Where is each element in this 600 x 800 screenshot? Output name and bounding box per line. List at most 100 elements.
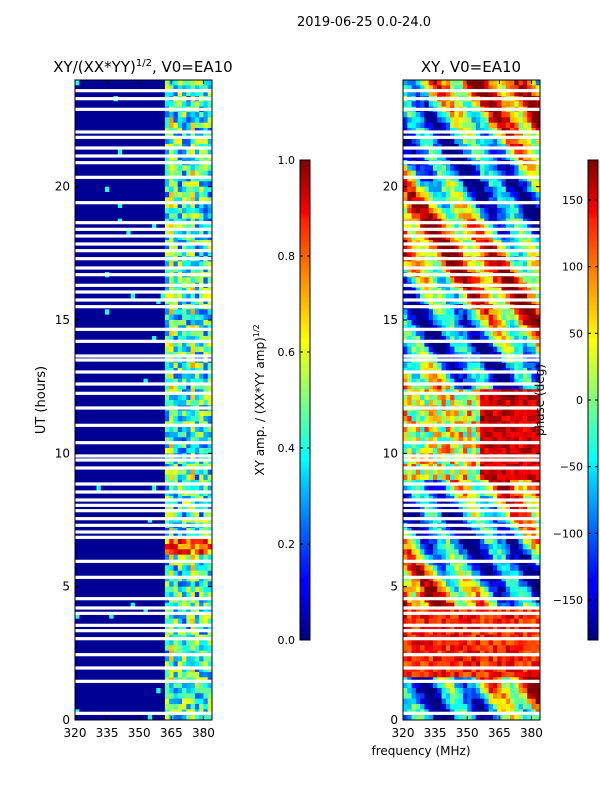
heatmap-cell — [169, 613, 175, 620]
heatmap-cell — [190, 629, 196, 636]
heatmap-cell — [87, 693, 93, 700]
heatmap-cell — [437, 197, 443, 204]
heatmap-cell — [190, 624, 196, 630]
heatmap-cell — [100, 122, 106, 129]
heatmap-cell — [130, 90, 136, 97]
heatmap-cell — [156, 517, 162, 524]
heatmap-cell — [186, 394, 192, 401]
heatmap-cell — [79, 330, 85, 337]
heatmap-cell — [109, 682, 115, 689]
heatmap-cell — [126, 101, 132, 108]
heatmap-cell — [407, 154, 413, 161]
heatmap-cell — [104, 336, 110, 342]
heatmap-cell — [147, 309, 153, 316]
heatmap-cell — [445, 234, 451, 241]
heatmap-cell — [104, 682, 110, 689]
heatmap-cell — [122, 192, 127, 198]
heatmap-cell — [152, 224, 157, 230]
heatmap-cell — [497, 90, 503, 97]
heatmap-cell — [92, 448, 98, 454]
heatmap-cell — [117, 330, 123, 337]
heatmap-cell — [190, 592, 196, 598]
heatmap-cell — [139, 138, 145, 145]
heatmap-cell — [134, 512, 140, 518]
heatmap-cell — [462, 176, 468, 182]
heatmap-cell — [79, 224, 85, 230]
heatmap-cell — [445, 224, 451, 230]
heatmap-cell — [415, 85, 421, 92]
heatmap-cell — [147, 538, 153, 545]
flagged-gap — [75, 517, 212, 521]
heatmap-cell — [203, 656, 209, 662]
heatmap-cell — [126, 85, 132, 92]
heatmap-cell — [92, 122, 98, 129]
flagged-gap — [75, 441, 212, 445]
heatmap-cell — [199, 565, 205, 572]
heatmap-cell — [531, 165, 537, 172]
heatmap-cell — [190, 373, 196, 380]
heatmap-cell — [156, 485, 162, 492]
heatmap-cell — [454, 101, 460, 108]
heatmap-cell — [75, 373, 80, 380]
heatmap-cell — [96, 538, 102, 545]
heatmap-cell — [164, 192, 170, 198]
heatmap-cell — [147, 704, 153, 710]
heatmap-cell — [122, 149, 127, 156]
heatmap-cell — [152, 250, 157, 257]
heatmap-cell — [156, 640, 162, 646]
heatmap-cell — [96, 586, 102, 593]
heatmap-cell — [156, 181, 162, 188]
heatmap-cell — [177, 330, 183, 337]
heatmap-cell — [164, 101, 170, 108]
heatmap-cell — [100, 698, 106, 705]
heatmap-cell — [194, 266, 200, 273]
heatmap-cell — [475, 176, 481, 182]
heatmap-cell — [169, 400, 175, 406]
heatmap-cell — [407, 245, 413, 252]
heatmap-cell — [203, 362, 209, 369]
heatmap-cell — [186, 90, 192, 97]
heatmap-cell — [92, 704, 98, 710]
heatmap-cell — [143, 442, 149, 449]
heatmap-cell — [531, 90, 537, 97]
heatmap-cell — [514, 165, 520, 172]
heatmap-cell — [458, 154, 464, 161]
heatmap-cell — [143, 560, 149, 566]
heatmap-cell — [92, 592, 98, 598]
heatmap-cell — [79, 618, 85, 625]
heatmap-cell — [104, 400, 110, 406]
heatmap-cell — [130, 101, 136, 108]
heatmap-cell — [186, 682, 192, 689]
heatmap-cell — [203, 602, 209, 609]
heatmap-cell — [173, 613, 179, 620]
heatmap-cell — [203, 704, 209, 710]
heatmap-cell — [147, 213, 153, 220]
heatmap-cell — [497, 245, 503, 252]
heatmap-cell — [96, 618, 102, 625]
heatmap-cell — [203, 672, 209, 678]
heatmap-cell — [152, 549, 157, 556]
heatmap-cell — [169, 629, 175, 636]
heatmap-cell — [147, 661, 153, 668]
heatmap-cell — [109, 698, 115, 705]
heatmap-cell — [156, 336, 162, 342]
heatmap-cell — [130, 640, 136, 646]
heatmap-cell — [104, 346, 110, 353]
heatmap-cell — [75, 538, 80, 545]
heatmap-cell — [152, 117, 157, 124]
heatmap-cell — [527, 229, 533, 236]
heatmap-cell — [96, 576, 102, 582]
heatmap-cell — [134, 698, 140, 705]
heatmap-cell — [83, 362, 89, 369]
heatmap-cell — [182, 250, 187, 257]
heatmap-cell — [104, 154, 110, 161]
heatmap-cell — [194, 346, 200, 353]
heatmap-cell — [488, 122, 494, 129]
heatmap-cell — [199, 490, 205, 497]
heatmap-cell — [518, 149, 524, 156]
heatmap-cell — [454, 229, 460, 236]
heatmap-cell — [445, 197, 451, 204]
heatmap-cell — [87, 394, 93, 401]
heatmap-cell — [117, 629, 123, 636]
heatmap-cell — [403, 138, 408, 145]
